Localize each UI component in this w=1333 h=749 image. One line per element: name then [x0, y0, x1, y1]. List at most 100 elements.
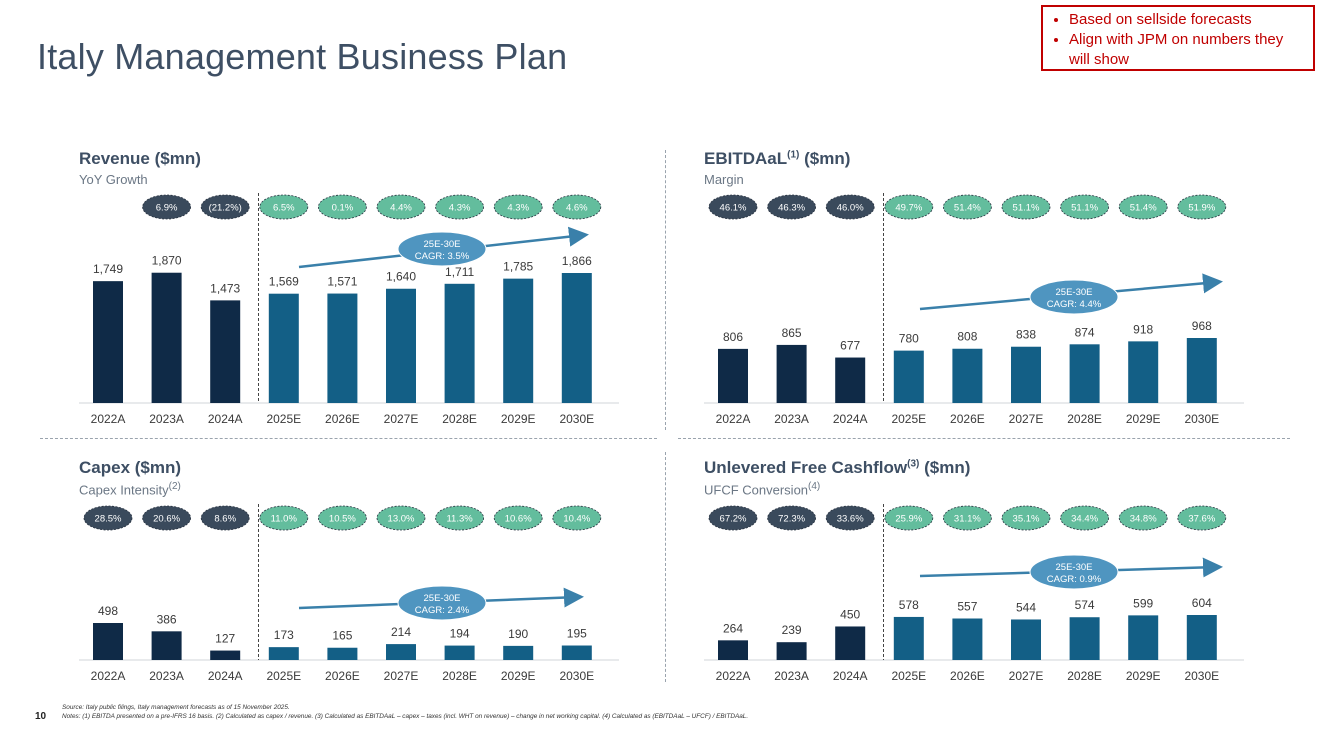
x-tick-label: 2024A — [208, 412, 243, 426]
cagr-label: 25E-30E — [1056, 287, 1093, 298]
ratio-pill: 6.5% — [259, 194, 309, 220]
x-tick-label: 2024A — [833, 412, 868, 426]
ratio-pill: 11.0% — [259, 505, 309, 531]
ratio-pill: 46.1% — [708, 194, 758, 220]
ratio-pill: 51.4% — [942, 194, 992, 220]
ebitdaal-chart-panel: EBITDAaL(1) ($mn) Margin 46.1% 46.3% 46.0%… — [704, 149, 1264, 434]
x-tick-label: 2022A — [716, 669, 751, 683]
bar — [386, 288, 416, 403]
bar — [210, 650, 241, 660]
bar — [835, 357, 866, 403]
x-tick-label: 2027E — [384, 669, 419, 683]
ratio-pill-shape — [1060, 194, 1110, 220]
x-tick-label: 2026E — [950, 669, 985, 683]
bar — [386, 644, 416, 660]
ratio-pill-shape — [552, 505, 602, 531]
data-label: 450 — [840, 607, 860, 621]
ratio-pill: 46.3% — [767, 194, 816, 220]
ratio-pill: 10.6% — [493, 505, 543, 531]
ratio-label: 72.3% — [778, 514, 805, 525]
bar — [503, 278, 534, 403]
data-label: 968 — [1192, 319, 1212, 333]
bar — [444, 283, 475, 403]
x-tick-label: 2022A — [91, 669, 126, 683]
data-label: 194 — [450, 627, 470, 641]
ratio-pill-shape — [200, 505, 250, 531]
data-label: 806 — [723, 330, 743, 344]
cagr-value: CAGR: 4.4% — [1047, 299, 1102, 310]
ratio-pill: 4.6% — [552, 194, 602, 220]
ratio-pill-shape — [1118, 505, 1168, 531]
bar — [561, 273, 592, 403]
ratio-label: 34.8% — [1130, 514, 1157, 525]
data-label: 173 — [274, 628, 294, 642]
ratio-label: 46.1% — [720, 203, 747, 214]
chart-title: Revenue ($mn) — [79, 149, 201, 168]
data-label: 1,473 — [210, 281, 240, 295]
bar — [1186, 338, 1217, 403]
ratio-label: 51.1% — [1071, 203, 1098, 214]
data-label: 865 — [782, 326, 802, 340]
ratio-pill-shape — [1177, 194, 1227, 220]
ratio-pill: 51.1% — [1060, 194, 1110, 220]
callout-item: Based on sellside forecasts — [1069, 10, 1305, 30]
ratio-pill-shape — [552, 194, 602, 220]
bar — [952, 348, 983, 403]
ratio-pill-shape — [1060, 505, 1110, 531]
x-tick-label: 2022A — [716, 412, 751, 426]
bar — [151, 272, 182, 403]
ratio-pill-shape — [200, 194, 250, 220]
bar — [210, 300, 241, 403]
ratio-pill-shape — [767, 505, 816, 531]
data-label: 557 — [957, 600, 977, 614]
bar — [1128, 615, 1159, 660]
x-tick-label: 2026E — [325, 412, 360, 426]
footnote-source: Source: Italy public filings, Italy mana… — [62, 704, 290, 711]
chart-title: Unlevered Free Cashflow(3) ($mn) — [704, 458, 971, 477]
revenue-chart-panel: Revenue ($mn) YoY Growth 6.9% (21.2%) 6.5%… — [79, 149, 639, 434]
cagr-bubble-shape — [1029, 279, 1119, 315]
ratio-pill: 20.6% — [142, 505, 191, 531]
x-tick-label: 2024A — [833, 669, 868, 683]
ratio-pill: 8.6% — [200, 505, 250, 531]
data-label: 1,569 — [269, 275, 299, 289]
x-tick-label: 2023A — [149, 412, 184, 426]
revenue-chart: 6.9% (21.2%) 6.5% 0.1% 4.4% 4.3% 4.3% 4.6% 1,749… — [79, 193, 619, 426]
ratio-label: 35.1% — [1013, 514, 1040, 525]
x-tick-label: 2025E — [266, 669, 301, 683]
ratio-pill-shape — [1118, 194, 1168, 220]
ratio-pill: 33.6% — [825, 505, 875, 531]
ratio-pill-shape — [884, 194, 934, 220]
ratio-label: 51.9% — [1188, 203, 1215, 214]
data-label: 190 — [508, 627, 528, 641]
ratio-pill: 4.3% — [493, 194, 543, 220]
data-label: 599 — [1133, 596, 1153, 610]
bar — [893, 350, 924, 403]
ratio-label: 4.3% — [449, 203, 471, 214]
x-tick-label: 2028E — [442, 669, 477, 683]
data-label: 574 — [1075, 598, 1095, 612]
data-label: 1,785 — [503, 260, 533, 274]
ratio-pill-shape — [493, 505, 543, 531]
cagr-bubble-shape — [397, 231, 487, 267]
data-label: 386 — [157, 612, 177, 626]
ratio-pill-shape — [435, 505, 485, 531]
x-tick-label: 2029E — [501, 669, 536, 683]
ratio-pill: 25.9% — [884, 505, 934, 531]
x-tick-label: 2023A — [774, 412, 809, 426]
ratio-label: (21.2%) — [209, 203, 242, 214]
ratio-label: 46.3% — [778, 203, 805, 214]
bar — [327, 647, 358, 660]
chart-subtitle: UFCF Conversion(4) — [704, 481, 821, 498]
ratio-pill-shape — [942, 194, 992, 220]
cagr-value: CAGR: 0.9% — [1047, 574, 1102, 585]
cagr-label: 25E-30E — [424, 239, 461, 250]
ratio-pill-shape — [376, 194, 426, 220]
bar — [718, 348, 748, 403]
data-label: 808 — [957, 330, 977, 344]
ratio-label: 51.1% — [1013, 203, 1040, 214]
